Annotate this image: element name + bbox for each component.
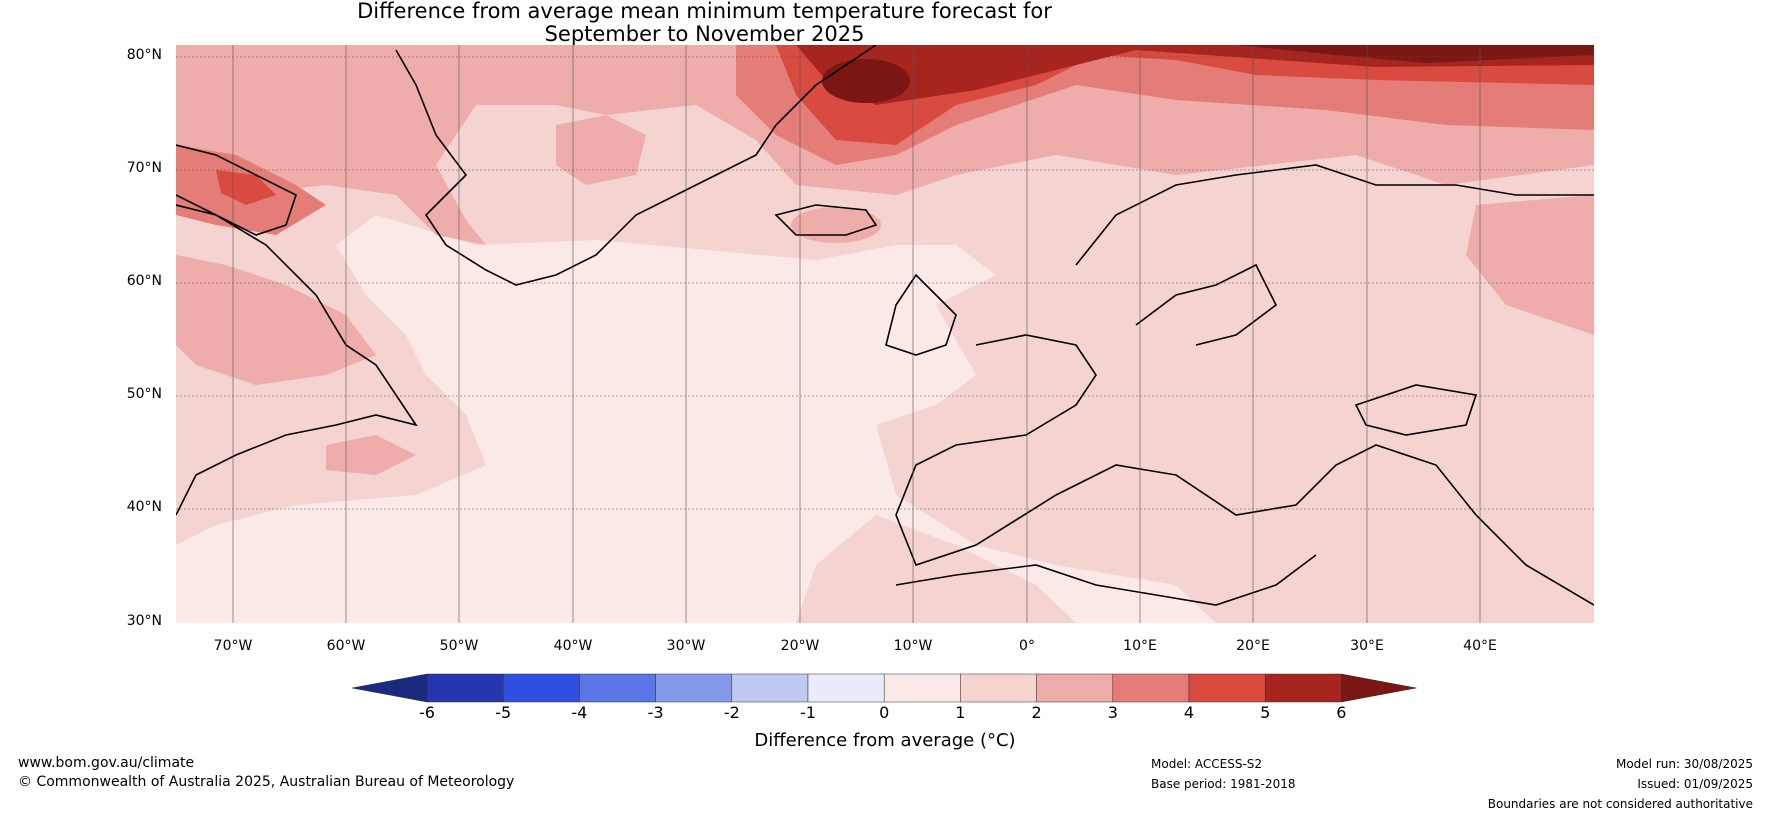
footer-issued: Issued: 01/09/2025 [1637,777,1753,791]
lat-label-30n: 30°N [126,613,162,629]
africa-coast [895,554,1317,606]
lon-label-10e: 10°E [1123,638,1157,654]
colorbar-segment [502,673,580,703]
map-title: Difference from average mean minimum tem… [0,0,1409,46]
meridians [232,45,1481,623]
title-line-1: Difference from average mean minimum tem… [357,0,1052,23]
anomaly-zone-1-2b [796,515,1076,623]
anomaly-field [176,45,1594,623]
lon-label-20w: 20°W [780,638,820,654]
forecast-map [176,45,1594,623]
colorbar-tick-label: 3 [1107,703,1118,722]
colorbar-tick-label: 2 [1031,703,1042,722]
graticule [176,56,1594,510]
coastlines [176,45,1594,606]
britain-coast [885,273,957,356]
colorbar-tick-label: -3 [647,703,664,722]
lat-label-40n: 40°N [126,499,162,515]
scandinavia-coast [1075,164,1594,266]
lon-label-20e: 20°E [1236,638,1270,654]
lon-label-30e: 30°E [1350,638,1384,654]
colorbar-segment [1112,673,1190,703]
lat-label-70n: 70°N [126,160,162,176]
colorbar [352,673,1417,703]
lat-label-50n: 50°N [126,386,162,402]
colorbar-extend-high [1341,673,1417,703]
colorbar-tick-label: -4 [571,703,588,722]
anomaly-zone-2-3-sea [326,435,416,475]
footer-url: www.bom.gov.au/climate [18,755,195,771]
title-line-2: September to November 2025 [544,22,865,46]
lon-label-0: 0° [1019,638,1035,654]
colorbar-tick-label: -6 [419,703,435,722]
colorbar-extend-low [352,673,428,703]
colorbar-segment [579,673,656,703]
anomaly-zone-1-2 [176,45,1594,623]
colorbar-tick-label: -1 [800,703,816,722]
lon-label-70w: 70°W [213,638,253,654]
anomaly-zone-2-3-iceland [791,207,881,243]
canada-coast [176,194,418,516]
colorbar-tick-label: 6 [1336,703,1347,722]
lon-label-40e: 40°E [1463,638,1497,654]
iceland-coast [774,204,878,236]
greenland-coast [395,45,877,286]
footer-copyright: © Commonwealth of Australia 2025, Austra… [18,774,515,790]
lon-label-10w: 10°W [893,638,933,654]
lon-label-60w: 60°W [326,638,366,654]
colorbar-segment [960,673,1037,703]
colorbar-segment [655,673,733,703]
anomaly-zone-2-3-west [1466,195,1594,335]
colorbar-label: Difference from average (°C) [754,730,1016,751]
colorbar-tick-label: 1 [955,703,966,722]
lon-label-50w: 50°W [439,638,479,654]
baffin-coast [176,144,297,236]
lon-label-30w: 30°W [666,638,706,654]
lon-label-40w: 40°W [553,638,593,654]
lat-label-80n: 80°N [126,47,162,63]
footer-model-run: Model run: 30/08/2025 [1615,757,1753,771]
colorbar-tick-label: 0 [879,703,890,722]
anomaly-zone-2-3-labrador [176,255,376,385]
colorbar-segment [883,673,961,703]
colorbar-segment [1036,673,1114,703]
colorbar-segment [1264,673,1342,703]
colorbar-segment [426,673,504,703]
colorbar-segment [1188,673,1266,703]
colorbar-segment [731,673,809,703]
footer-disclaimer: Boundaries are not considered authoritat… [1487,797,1753,811]
lat-label-60n: 60°N [126,273,162,289]
anomaly-zone-above-6-greenland [822,59,910,103]
anomaly-zone-above-6 [1236,45,1594,63]
anomaly-zone-2-3-mid [556,115,646,185]
europe-coast [895,334,1594,606]
colorbar-tick-label: 4 [1183,703,1195,722]
black-sea-coast [1354,384,1478,436]
colorbar-tick-label: 5 [1260,703,1271,722]
footer-model: Model: ACCESS-S2 [1151,757,1263,771]
baltic-coast [1135,263,1278,346]
footer-base-period: Base period: 1981-2018 [1151,777,1296,791]
colorbar-tick-label: -2 [723,703,740,722]
colorbar-tick-label: -5 [495,703,512,722]
anomaly-zone-4-5-west [216,170,276,205]
colorbar-segment [807,673,885,703]
